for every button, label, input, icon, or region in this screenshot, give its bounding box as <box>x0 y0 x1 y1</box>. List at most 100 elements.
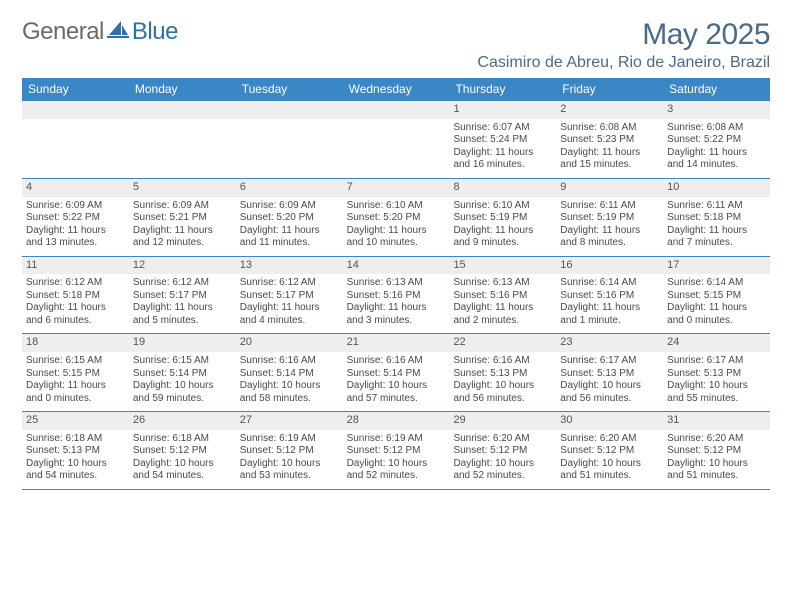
day-body: Sunrise: 6:20 AMSunset: 5:12 PMDaylight:… <box>449 430 556 489</box>
day-number: 25 <box>22 412 129 430</box>
day-body: Sunrise: 6:15 AMSunset: 5:15 PMDaylight:… <box>22 352 129 411</box>
day-cell: 30Sunrise: 6:20 AMSunset: 5:12 PMDayligh… <box>556 412 663 489</box>
sunrise-line: Sunrise: 6:09 AM <box>26 200 125 213</box>
sunrise-line: Sunrise: 6:12 AM <box>133 277 232 290</box>
week-row: 11Sunrise: 6:12 AMSunset: 5:18 PMDayligh… <box>22 256 770 334</box>
daylight-line: and 3 minutes. <box>347 315 446 328</box>
day-cell: 25Sunrise: 6:18 AMSunset: 5:13 PMDayligh… <box>22 412 129 489</box>
sunrise-line: Sunrise: 6:15 AM <box>133 355 232 368</box>
day-cell: 27Sunrise: 6:19 AMSunset: 5:12 PMDayligh… <box>236 412 343 489</box>
sunset-line: Sunset: 5:22 PM <box>667 134 766 147</box>
daylight-line: and 0 minutes. <box>26 393 125 406</box>
day-body: Sunrise: 6:19 AMSunset: 5:12 PMDaylight:… <box>343 430 450 489</box>
day-number: 20 <box>236 334 343 352</box>
bottom-rule <box>22 489 770 490</box>
daylight-line: Daylight: 11 hours <box>560 147 659 160</box>
empty-day-bar <box>236 101 343 119</box>
day-number: 6 <box>236 179 343 197</box>
day-body: Sunrise: 6:12 AMSunset: 5:17 PMDaylight:… <box>236 274 343 333</box>
day-body: Sunrise: 6:07 AMSunset: 5:24 PMDaylight:… <box>449 119 556 178</box>
day-cell: 9Sunrise: 6:11 AMSunset: 5:19 PMDaylight… <box>556 179 663 256</box>
day-number: 17 <box>663 257 770 275</box>
day-body: Sunrise: 6:16 AMSunset: 5:14 PMDaylight:… <box>236 352 343 411</box>
sunrise-line: Sunrise: 6:08 AM <box>560 122 659 135</box>
day-cell <box>129 101 236 178</box>
week-row: 25Sunrise: 6:18 AMSunset: 5:13 PMDayligh… <box>22 411 770 489</box>
day-body: Sunrise: 6:10 AMSunset: 5:19 PMDaylight:… <box>449 197 556 256</box>
daylight-line: Daylight: 11 hours <box>240 225 339 238</box>
sunrise-line: Sunrise: 6:09 AM <box>133 200 232 213</box>
day-cell: 7Sunrise: 6:10 AMSunset: 5:20 PMDaylight… <box>343 179 450 256</box>
day-cell: 10Sunrise: 6:11 AMSunset: 5:18 PMDayligh… <box>663 179 770 256</box>
daylight-line: and 57 minutes. <box>347 393 446 406</box>
daylight-line: and 6 minutes. <box>26 315 125 328</box>
day-number: 11 <box>22 257 129 275</box>
sunrise-line: Sunrise: 6:10 AM <box>347 200 446 213</box>
logo-sail-icon <box>107 18 129 46</box>
dow-wednesday: Wednesday <box>343 78 450 100</box>
day-cell: 19Sunrise: 6:15 AMSunset: 5:14 PMDayligh… <box>129 334 236 411</box>
day-cell: 12Sunrise: 6:12 AMSunset: 5:17 PMDayligh… <box>129 257 236 334</box>
day-cell: 21Sunrise: 6:16 AMSunset: 5:14 PMDayligh… <box>343 334 450 411</box>
day-cell: 13Sunrise: 6:12 AMSunset: 5:17 PMDayligh… <box>236 257 343 334</box>
day-body: Sunrise: 6:18 AMSunset: 5:12 PMDaylight:… <box>129 430 236 489</box>
day-body: Sunrise: 6:15 AMSunset: 5:14 PMDaylight:… <box>129 352 236 411</box>
sunset-line: Sunset: 5:20 PM <box>347 212 446 225</box>
sunrise-line: Sunrise: 6:16 AM <box>453 355 552 368</box>
daylight-line: and 0 minutes. <box>667 315 766 328</box>
daylight-line: Daylight: 11 hours <box>453 147 552 160</box>
day-number: 12 <box>129 257 236 275</box>
day-cell: 28Sunrise: 6:19 AMSunset: 5:12 PMDayligh… <box>343 412 450 489</box>
sunrise-line: Sunrise: 6:20 AM <box>453 433 552 446</box>
sunrise-line: Sunrise: 6:13 AM <box>453 277 552 290</box>
sunset-line: Sunset: 5:12 PM <box>240 445 339 458</box>
sunrise-line: Sunrise: 6:13 AM <box>347 277 446 290</box>
day-cell: 22Sunrise: 6:16 AMSunset: 5:13 PMDayligh… <box>449 334 556 411</box>
day-cell: 4Sunrise: 6:09 AMSunset: 5:22 PMDaylight… <box>22 179 129 256</box>
day-body: Sunrise: 6:11 AMSunset: 5:19 PMDaylight:… <box>556 197 663 256</box>
day-cell: 15Sunrise: 6:13 AMSunset: 5:16 PMDayligh… <box>449 257 556 334</box>
day-body: Sunrise: 6:09 AMSunset: 5:20 PMDaylight:… <box>236 197 343 256</box>
daylight-line: Daylight: 10 hours <box>240 380 339 393</box>
daylight-line: and 51 minutes. <box>667 470 766 483</box>
daylight-line: and 54 minutes. <box>26 470 125 483</box>
day-number: 16 <box>556 257 663 275</box>
day-cell: 2Sunrise: 6:08 AMSunset: 5:23 PMDaylight… <box>556 101 663 178</box>
day-body: Sunrise: 6:16 AMSunset: 5:13 PMDaylight:… <box>449 352 556 411</box>
daylight-line: and 12 minutes. <box>133 237 232 250</box>
day-cell <box>22 101 129 178</box>
sunset-line: Sunset: 5:14 PM <box>347 368 446 381</box>
daylight-line: and 53 minutes. <box>240 470 339 483</box>
calendar-page: General Blue May 2025 Casimiro de Abreu,… <box>0 0 792 500</box>
day-number: 30 <box>556 412 663 430</box>
sunset-line: Sunset: 5:12 PM <box>560 445 659 458</box>
daylight-line: and 15 minutes. <box>560 159 659 172</box>
sunset-line: Sunset: 5:19 PM <box>453 212 552 225</box>
day-body: Sunrise: 6:16 AMSunset: 5:14 PMDaylight:… <box>343 352 450 411</box>
daylight-line: and 4 minutes. <box>240 315 339 328</box>
sunset-line: Sunset: 5:12 PM <box>133 445 232 458</box>
daylight-line: Daylight: 11 hours <box>560 225 659 238</box>
empty-day-bar <box>22 101 129 119</box>
logo: General Blue <box>22 18 178 46</box>
day-cell: 3Sunrise: 6:08 AMSunset: 5:22 PMDaylight… <box>663 101 770 178</box>
sunrise-line: Sunrise: 6:17 AM <box>667 355 766 368</box>
sunrise-line: Sunrise: 6:20 AM <box>667 433 766 446</box>
sunrise-line: Sunrise: 6:16 AM <box>240 355 339 368</box>
sunset-line: Sunset: 5:16 PM <box>560 290 659 303</box>
sunset-line: Sunset: 5:16 PM <box>347 290 446 303</box>
day-body: Sunrise: 6:09 AMSunset: 5:22 PMDaylight:… <box>22 197 129 256</box>
sunset-line: Sunset: 5:13 PM <box>667 368 766 381</box>
daylight-line: and 52 minutes. <box>347 470 446 483</box>
dow-tuesday: Tuesday <box>236 78 343 100</box>
daylight-line: Daylight: 11 hours <box>26 380 125 393</box>
week-row: 4Sunrise: 6:09 AMSunset: 5:22 PMDaylight… <box>22 178 770 256</box>
dow-thursday: Thursday <box>449 78 556 100</box>
sunset-line: Sunset: 5:12 PM <box>667 445 766 458</box>
daylight-line: Daylight: 10 hours <box>133 380 232 393</box>
day-body: Sunrise: 6:17 AMSunset: 5:13 PMDaylight:… <box>663 352 770 411</box>
day-body: Sunrise: 6:14 AMSunset: 5:15 PMDaylight:… <box>663 274 770 333</box>
sunrise-line: Sunrise: 6:10 AM <box>453 200 552 213</box>
day-number: 21 <box>343 334 450 352</box>
sunset-line: Sunset: 5:20 PM <box>240 212 339 225</box>
